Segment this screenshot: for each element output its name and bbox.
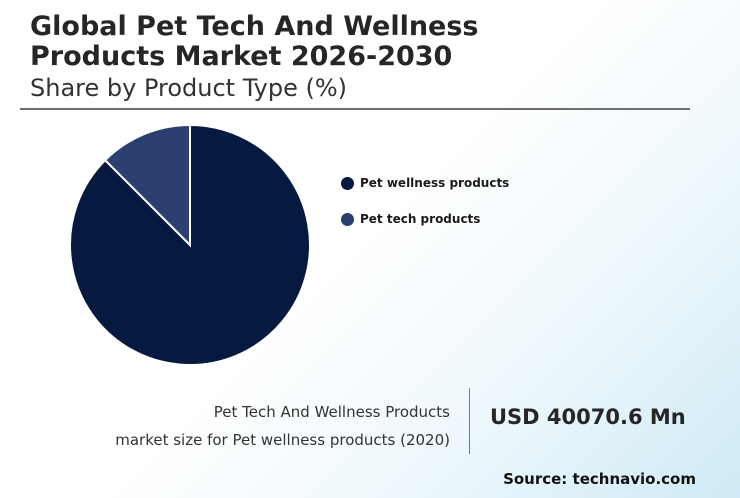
- legend-marker-pet-tech: [341, 212, 354, 226]
- header-divider: [20, 108, 690, 110]
- market-size-value: USD 40070.6 Mn: [490, 405, 686, 429]
- caption-line-1: Pet Tech And Wellness Products: [213, 403, 450, 421]
- legend-item-pet-tech: Pet tech products: [341, 210, 509, 228]
- title-line-2: Products Market 2026-2030: [30, 41, 453, 72]
- legend-marker-pet-wellness: [341, 176, 354, 190]
- pie-slice-pet-tech: [103, 123, 191, 248]
- source-credit: Source: technavio.com: [503, 470, 696, 488]
- caption-divider: [469, 388, 470, 454]
- legend: Pet wellness products Pet tech products: [341, 174, 509, 246]
- legend-label-pet-wellness: Pet wellness products: [360, 176, 510, 190]
- chart-title: Global Pet Tech And Wellness Products Ma…: [30, 12, 479, 72]
- legend-label-pet-tech: Pet tech products: [360, 212, 481, 226]
- caption-line-2: market size for Pet wellness products (2…: [115, 431, 450, 449]
- market-size-caption: Pet Tech And Wellness Products market si…: [115, 398, 450, 454]
- legend-item-pet-wellness: Pet wellness products: [341, 174, 509, 192]
- title-line-1: Global Pet Tech And Wellness: [30, 11, 479, 42]
- chart-subtitle: Share by Product Type (%): [30, 74, 347, 102]
